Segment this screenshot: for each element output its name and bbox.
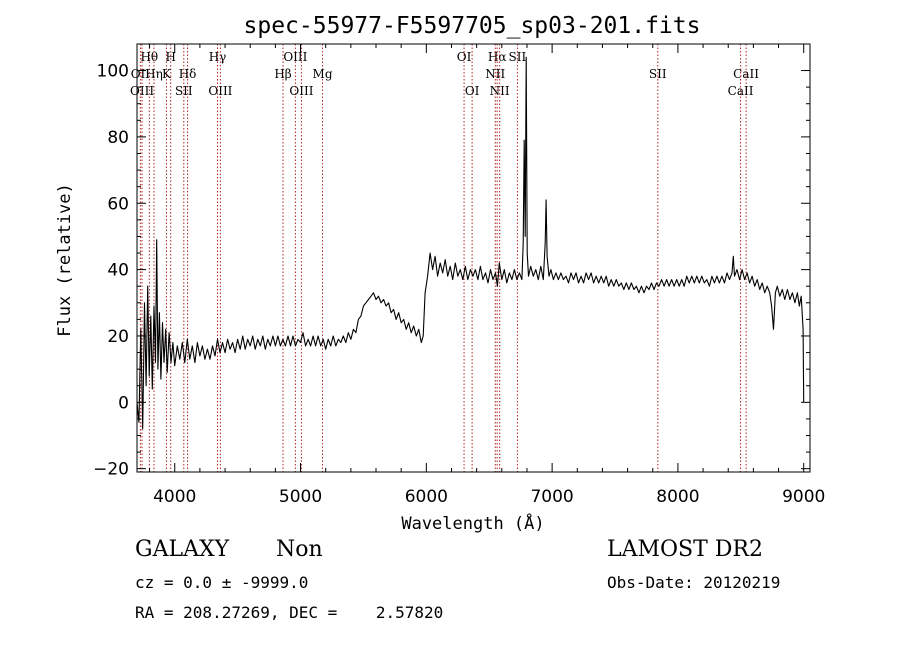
marker-label-4: H [165,50,175,64]
marker-label-6: Hδ [179,67,197,81]
marker-label-5: K [162,67,172,81]
spectrum-series [136,56,805,430]
spectrum-line-0 [136,56,805,430]
marker-label-19: NII [490,84,510,98]
marker-label-20: SII [649,67,667,81]
marker-label-8: Hγ [209,50,227,64]
marker-label-9: OIII [208,84,232,98]
y-tick-label-5: 80 [107,128,129,148]
marker-label-7: SII [175,84,193,98]
x-tick-label-0: 4000 [153,487,196,507]
marker-label-18: NII [485,67,505,81]
y-tick-label-3: 40 [107,261,129,281]
coordinates-readout: RA = 208.27269, DEC = 2.57820 [135,603,444,622]
marker-label-3: Hη [145,67,163,81]
redshift-readout: cz = 0.0 ± -9999.0 [135,573,309,592]
x-tick-label-5: 9000 [782,487,825,507]
x-tick-label-3: 7000 [530,487,573,507]
marker-label-11: Hβ [274,67,291,81]
marker-label-21: CaII [733,67,759,81]
x-tick-label-2: 6000 [405,487,448,507]
survey-label: LAMOST DR2 [607,537,763,562]
y-tick-label-6: 100 [97,62,129,82]
marker-label-10: OIII [283,50,307,64]
y-tick-label-2: 20 [107,327,129,347]
marker-label-14: OI [457,50,472,64]
plot-frame [136,43,811,473]
marker-label-13: Mg [313,67,333,81]
x-axis-ticks: 4000 5000 6000 7000 8000 9000 [149,44,825,507]
marker-label-22: CaII [728,84,754,98]
marker-label-12: OIII [289,84,313,98]
x-tick-label-1: 5000 [279,487,322,507]
y-axis-label: Flux (relative) [55,183,75,337]
y-tick-label-0: −20 [93,460,129,480]
object-class-label: GALAXY [135,537,230,562]
chart-title: spec-55977-F5597705_sp03-201.fits [244,13,701,39]
marker-label-17: SII [509,50,527,64]
y-axis-ticks: −20 0 20 40 60 80 100 [93,62,810,480]
y-tick-label-4: 60 [107,194,129,214]
obs-date-readout: Obs-Date: 20120219 [607,573,781,592]
marker-label-2: OIII [130,84,154,98]
x-axis-label: Wavelength (Å) [401,512,544,534]
marker-label-16: Hα [488,50,507,64]
marker-label-15: OI [465,84,480,98]
y-tick-label-1: 0 [118,393,129,413]
subclass-label: Non [276,537,323,562]
marker-label-0: Hθ [140,50,158,64]
x-tick-label-4: 8000 [656,487,699,507]
